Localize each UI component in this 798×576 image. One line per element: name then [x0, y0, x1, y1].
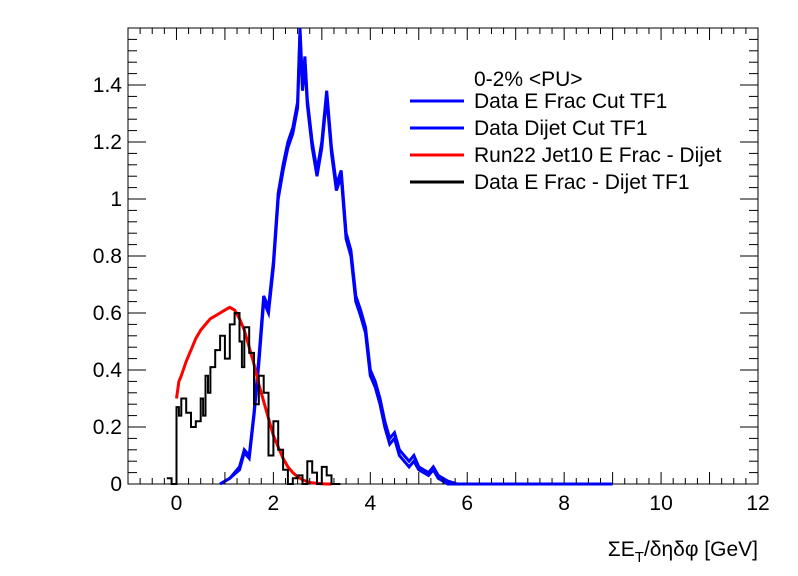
- x-tick-label: 4: [364, 492, 376, 515]
- x-tick-label: 8: [558, 492, 570, 515]
- series-line-4: [166, 312, 341, 485]
- x-tick-label: 2: [268, 492, 280, 515]
- plot-frame: [127, 27, 759, 485]
- y-tick-label: 1.2: [93, 131, 122, 154]
- legend-header: 0-2% <PU>: [474, 68, 583, 91]
- legend-label: Run22 Jet10 E Frac - Dijet: [474, 144, 722, 167]
- x-tick-label: 6: [461, 492, 473, 515]
- x-axis-title: ΣET/δηδφ [GeV]: [608, 538, 758, 566]
- series-line-3: [175, 305, 332, 486]
- y-tick-label: 1.4: [93, 74, 123, 97]
- x-tick-label: 10: [649, 492, 672, 515]
- legend: 0-2% <PU> Data E Frac Cut TF1 Data Dijet …: [410, 68, 722, 194]
- series-line-2: [219, 33, 613, 486]
- y-tick-label: 0: [110, 473, 122, 496]
- y-tick-label: 0.8: [93, 245, 122, 268]
- y-tick-label: 0.6: [93, 302, 122, 325]
- series-layer: [166, 27, 613, 486]
- y-tick-label: 1: [110, 188, 122, 211]
- plot-area: [127, 27, 759, 485]
- y-tick-label: 0.2: [93, 416, 122, 439]
- legend-label: Data E Frac Cut TF1: [474, 90, 667, 113]
- x-tick-label: 12: [746, 492, 769, 515]
- legend-label: Data Dijet Cut TF1: [474, 117, 648, 140]
- y-tick-label: 0.4: [93, 359, 123, 382]
- legend-label: Data E Frac - Dijet TF1: [474, 171, 690, 194]
- axes-layer: 0 2 4 6 8 10 12 0 0.2 0.4 0.6 0.8 1 1.2 1.4: [93, 27, 770, 515]
- x-tick-label: 0: [171, 492, 183, 515]
